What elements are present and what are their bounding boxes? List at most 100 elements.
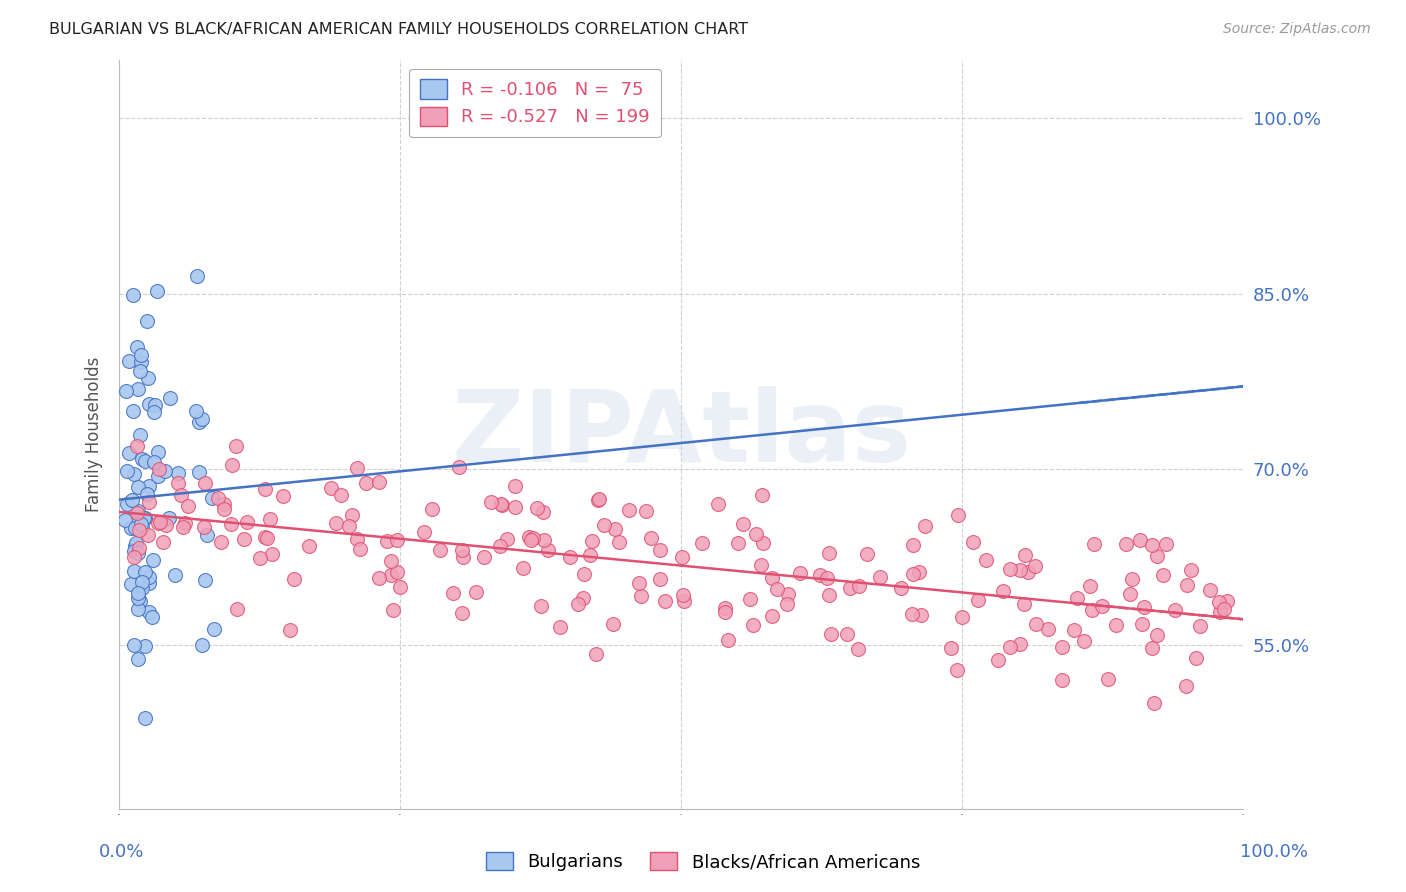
Point [124, 540, 146, 554]
Point [531, 505, 554, 519]
Point [283, 572, 305, 586]
Point [491, 498, 513, 512]
Point [143, 455, 166, 469]
Point [188, 466, 211, 480]
Point [1146, 549, 1168, 563]
Point [1050, 673, 1073, 688]
Point [146, 469, 169, 483]
Point [848, 641, 870, 656]
Point [115, 384, 138, 398]
Point [129, 517, 152, 532]
Point [1050, 640, 1073, 654]
Point [122, 404, 145, 418]
Point [465, 584, 488, 599]
Point [128, 524, 150, 538]
Point [602, 616, 624, 631]
Point [1014, 597, 1036, 611]
Point [717, 632, 740, 647]
Point [141, 609, 163, 624]
Point [1121, 572, 1143, 586]
Point [713, 600, 735, 615]
Point [1213, 602, 1236, 616]
Point [349, 542, 371, 557]
Point [503, 500, 526, 514]
Point [901, 607, 924, 621]
Point [254, 482, 277, 496]
Point [489, 497, 512, 511]
Point [121, 492, 143, 507]
Point [127, 546, 149, 560]
Point [567, 597, 589, 611]
Point [607, 534, 630, 549]
Point [115, 497, 138, 511]
Point [1091, 599, 1114, 613]
Point [605, 522, 627, 536]
Point [690, 536, 713, 550]
Point [808, 568, 831, 582]
Point [142, 405, 165, 419]
Text: Source: ZipAtlas.com: Source: ZipAtlas.com [1223, 22, 1371, 37]
Point [148, 516, 170, 530]
Point [548, 620, 571, 634]
Point [122, 543, 145, 558]
Point [118, 446, 141, 460]
Point [127, 382, 149, 396]
Point [1140, 538, 1163, 552]
Point [385, 566, 408, 580]
Point [131, 451, 153, 466]
Point [212, 502, 235, 516]
Point [778, 587, 800, 601]
Point [118, 354, 141, 368]
Point [280, 623, 302, 637]
Point [122, 638, 145, 652]
Point [1066, 591, 1088, 605]
Point [1208, 595, 1230, 609]
Point [1216, 594, 1239, 608]
Point [848, 579, 870, 593]
Point [1014, 548, 1036, 562]
Point [526, 500, 548, 515]
Point [125, 439, 148, 453]
Point [120, 521, 142, 535]
Point [1180, 563, 1202, 577]
Point [586, 493, 609, 508]
Point [1000, 640, 1022, 654]
Point [818, 588, 841, 602]
Point [381, 603, 404, 617]
Point [1063, 623, 1085, 637]
Point [1010, 563, 1032, 577]
Point [329, 488, 352, 502]
Point [127, 601, 149, 615]
Point [138, 605, 160, 619]
Point [131, 520, 153, 534]
Point [209, 535, 232, 549]
Point [1188, 619, 1211, 633]
Point [761, 571, 783, 585]
Point [855, 547, 877, 561]
Point [134, 510, 156, 524]
Point [991, 583, 1014, 598]
Point [727, 535, 749, 549]
Point [138, 479, 160, 493]
Point [136, 487, 159, 501]
Point [520, 533, 543, 547]
Point [738, 591, 761, 606]
Point [1097, 672, 1119, 686]
Point [420, 502, 443, 516]
Point [127, 651, 149, 665]
Point [1025, 616, 1047, 631]
Point [325, 516, 347, 531]
Point [533, 533, 555, 548]
Point [200, 491, 222, 506]
Point [1017, 565, 1039, 579]
Point [1073, 634, 1095, 648]
Point [167, 466, 190, 480]
Point [890, 582, 912, 596]
Point [173, 516, 195, 530]
Point [128, 541, 150, 555]
Point [1000, 562, 1022, 576]
Point [167, 475, 190, 490]
Point [837, 626, 859, 640]
Point [650, 572, 672, 586]
Point [319, 481, 342, 495]
